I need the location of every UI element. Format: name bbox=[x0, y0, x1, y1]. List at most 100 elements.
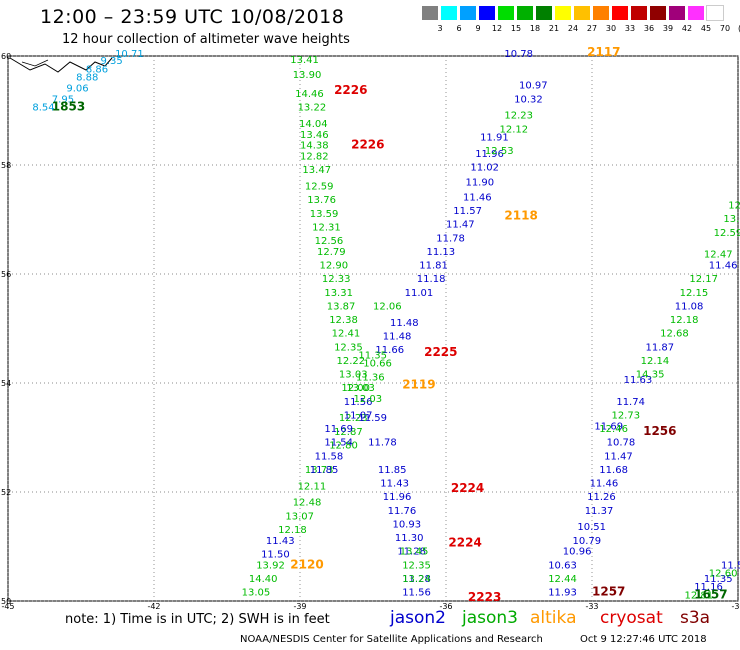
swh-value: 13.73 bbox=[305, 465, 334, 476]
pass-time-label: 2226 bbox=[334, 83, 367, 97]
swh-value: 11.52 bbox=[721, 560, 740, 571]
swh-value: 10.79 bbox=[573, 536, 602, 547]
swh-value: 12.18 bbox=[278, 525, 307, 536]
swh-value: 12.33 bbox=[322, 274, 351, 285]
swh-value: 11.35 bbox=[358, 350, 387, 361]
colorbar-swatch bbox=[441, 6, 457, 20]
swh-value: 10.66 bbox=[363, 359, 392, 370]
latitude-label: 60 bbox=[1, 52, 11, 61]
footer-note: note: 1) Time is in UTC; 2) SWH is in fe… bbox=[65, 612, 330, 627]
latitude-label: 54 bbox=[1, 379, 11, 388]
credit-text: NOAA/NESDIS Center for Satellite Applica… bbox=[240, 634, 543, 645]
swh-value: 12.87 bbox=[334, 427, 363, 438]
swh-value: 12.23 bbox=[504, 111, 533, 122]
legend-item-jason2: jason2 bbox=[390, 608, 446, 628]
longitude-label: -36 bbox=[439, 602, 452, 611]
colorbar-label: 27 bbox=[586, 24, 598, 33]
swh-value: 11.96 bbox=[475, 149, 504, 160]
swh-value: 8.86 bbox=[86, 64, 108, 75]
swh-value: 13.41 bbox=[290, 55, 319, 66]
pass-time-label: 1256 bbox=[643, 424, 676, 438]
swh-value: 11.78 bbox=[436, 233, 465, 244]
swh-value: 12.41 bbox=[332, 329, 361, 340]
swh-value: 7.95 bbox=[52, 94, 74, 105]
swh-value: 8.88 bbox=[76, 73, 98, 84]
colorbar-swatch bbox=[479, 6, 495, 20]
swh-value: 10.93 bbox=[392, 519, 421, 530]
swh-value: 13.59 bbox=[310, 209, 339, 220]
swh-value: 13.92 bbox=[256, 560, 285, 571]
colorbar-swatch bbox=[650, 6, 666, 20]
coastline-icon bbox=[21, 59, 49, 67]
swh-value: 12.47 bbox=[704, 250, 733, 261]
pass-time-label: 1657 bbox=[694, 587, 727, 601]
swh-value: 11.37 bbox=[585, 506, 614, 517]
colorbar-swatch bbox=[498, 6, 514, 20]
pass-time-label: 2118 bbox=[504, 209, 537, 223]
swh-value: 12.06 bbox=[373, 301, 402, 312]
pass-time-label: 2224 bbox=[448, 536, 481, 550]
colorbar-label: 9 bbox=[475, 24, 481, 33]
colorbar-label: 12 bbox=[491, 24, 503, 33]
swh-value: 11.68 bbox=[599, 465, 628, 476]
swh-value: 13.31 bbox=[324, 288, 353, 299]
pass-time-label: 2117 bbox=[587, 45, 620, 59]
swh-value: 11.47 bbox=[446, 220, 475, 231]
swh-value: 11.96 bbox=[383, 492, 412, 503]
swh-value: 12.68 bbox=[660, 329, 689, 340]
swh-value: 12.31 bbox=[312, 222, 341, 233]
coastline-icon bbox=[9, 57, 113, 73]
colorbar-label: 36 bbox=[643, 24, 655, 33]
swh-value: 12.15 bbox=[680, 288, 709, 299]
swh-value: 12.48 bbox=[293, 498, 322, 509]
colorbar-swatch bbox=[555, 6, 571, 20]
swh-value: 11.07 bbox=[344, 410, 373, 421]
swh-value: 13.46 bbox=[300, 130, 329, 141]
swh-value: 11.90 bbox=[465, 178, 494, 189]
latitude-label: 56 bbox=[1, 270, 11, 279]
swh-value: 14.40 bbox=[249, 574, 278, 585]
swh-value: 12.35 bbox=[402, 560, 431, 571]
swh-value: 11.85 bbox=[310, 465, 339, 476]
swh-value: 14.38 bbox=[300, 141, 329, 152]
swh-value: 12.46 bbox=[599, 424, 628, 435]
legend-item-cryosat: cryosat bbox=[600, 608, 663, 628]
swh-value: 13.45 bbox=[400, 547, 429, 558]
swh-value: 12.56 bbox=[315, 236, 344, 247]
swh-value: 11.48 bbox=[383, 331, 412, 342]
swh-value: 12.11 bbox=[298, 481, 327, 492]
colorbar-label: 39 bbox=[662, 24, 674, 33]
swh-value: 11.43 bbox=[266, 536, 295, 547]
swh-value: 11.02 bbox=[470, 162, 499, 173]
pass-time-label: 1257 bbox=[592, 585, 625, 599]
swh-value: 11.48 bbox=[390, 318, 419, 329]
colorbar-swatch bbox=[706, 5, 724, 21]
generated-timestamp: Oct 9 12:27:46 UTC 2018 bbox=[580, 634, 707, 645]
swh-value: 12.17 bbox=[689, 274, 718, 285]
swh-value: 12.73 bbox=[611, 410, 640, 421]
swh-value: 13.03 bbox=[346, 383, 375, 394]
swh-value: 11.81 bbox=[419, 261, 448, 272]
swh-value: 11.56 bbox=[402, 588, 431, 599]
swh-value: 11.16 bbox=[694, 582, 723, 593]
swh-value: 12.35 bbox=[334, 342, 363, 353]
colorbar-swatch bbox=[669, 6, 685, 20]
swh-value: 11.50 bbox=[261, 549, 290, 560]
swh-value: 12.12 bbox=[500, 124, 529, 135]
pass-time-label: 1853 bbox=[52, 100, 85, 114]
swh-value: 11.35 bbox=[704, 574, 733, 585]
swh-value: 12.03 bbox=[354, 394, 383, 405]
swh-value: 12.38 bbox=[329, 315, 358, 326]
swh-value: 12.59 bbox=[305, 182, 334, 193]
swh-value: 12.44 bbox=[548, 574, 577, 585]
swh-value: 10.97 bbox=[519, 81, 548, 92]
swh-value: 14.04 bbox=[299, 119, 328, 130]
longitude-label: -39 bbox=[293, 602, 306, 611]
legend-item-altika: altika bbox=[530, 608, 577, 628]
swh-value: 9.06 bbox=[66, 83, 88, 94]
colorbar-swatch bbox=[460, 6, 476, 20]
swh-value: 11.46 bbox=[590, 479, 619, 490]
swh-value: 10.78 bbox=[504, 49, 533, 60]
swh-value: 11.91 bbox=[480, 132, 509, 143]
colorbar-label: 70 bbox=[719, 24, 731, 33]
